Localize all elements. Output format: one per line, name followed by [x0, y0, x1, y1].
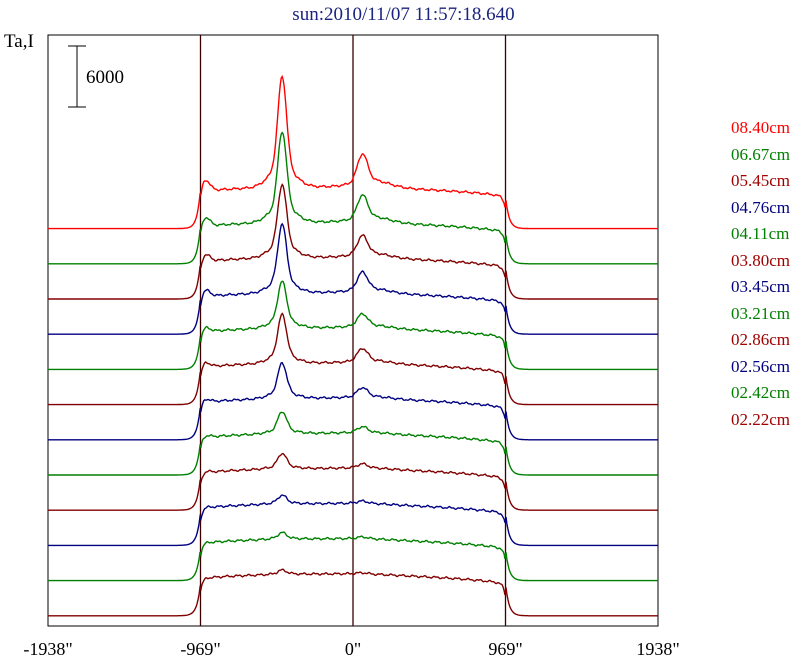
legend-item: 02.56cm [731, 356, 791, 376]
series-line [48, 183, 658, 300]
legend-item: 03.21cm [731, 303, 791, 323]
legend-item: 05.45cm [731, 171, 791, 190]
x-tick-label: 0" [345, 639, 361, 659]
x-tick-label: -969" [180, 639, 220, 659]
legend-item: 08.40cm [731, 118, 791, 137]
series-line [48, 280, 658, 371]
chart-title: sun:2010/11/07 11:57:18.640 [292, 4, 515, 25]
series-line [48, 531, 658, 582]
legend-item: 02.86cm [731, 330, 791, 349]
series-line [48, 452, 658, 511]
legend-item: 02.42cm [731, 383, 791, 402]
legend-item: 02.22cm [731, 409, 791, 429]
series-line [48, 75, 658, 230]
x-tick-label: -1938" [23, 639, 72, 659]
series-line [48, 312, 658, 406]
y-axis-label: Ta,I [4, 31, 34, 52]
legend-item: 03.80cm [731, 250, 791, 270]
series-line [48, 494, 658, 547]
legend-item: 04.11cm [731, 224, 790, 243]
series-line [48, 568, 658, 617]
scale-bar-label: 6000 [86, 67, 124, 88]
legend-item: 06.67cm [731, 144, 791, 164]
series-line [48, 131, 658, 265]
series-line [48, 222, 658, 335]
series-line [48, 411, 658, 476]
legend-item: 03.45cm [731, 277, 791, 296]
x-tick-label: 1938" [636, 639, 679, 659]
legend-item: 04.76cm [731, 197, 791, 217]
series-line [48, 362, 658, 441]
x-tick-label: 969" [488, 639, 522, 659]
